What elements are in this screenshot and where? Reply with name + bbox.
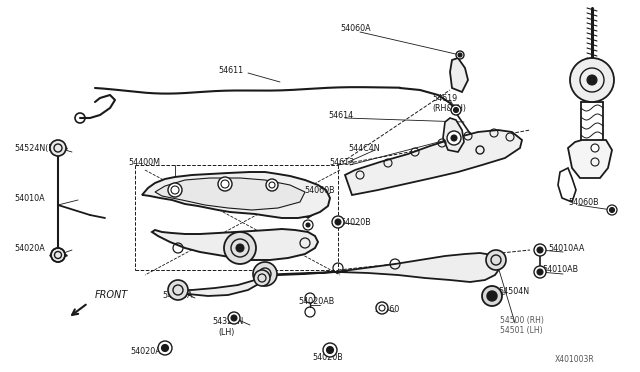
Circle shape (168, 280, 188, 300)
Circle shape (376, 302, 388, 314)
Circle shape (454, 108, 458, 112)
Text: 54560: 54560 (374, 305, 399, 314)
Text: 54020A: 54020A (14, 244, 45, 253)
Circle shape (607, 205, 617, 215)
Text: 54619: 54619 (432, 93, 457, 103)
Circle shape (228, 312, 240, 324)
Polygon shape (152, 229, 318, 260)
Text: 54060B: 54060B (304, 186, 335, 195)
Circle shape (534, 244, 546, 256)
Polygon shape (568, 140, 612, 178)
Polygon shape (142, 172, 330, 218)
Text: 54020A: 54020A (130, 347, 161, 356)
Text: 54010A: 54010A (14, 193, 45, 202)
Circle shape (482, 286, 502, 306)
Circle shape (335, 219, 341, 225)
Circle shape (609, 208, 614, 212)
Text: 54010AA: 54010AA (548, 244, 584, 253)
Text: (LH): (LH) (218, 328, 234, 337)
Circle shape (534, 266, 546, 278)
Polygon shape (155, 178, 305, 210)
Circle shape (266, 179, 278, 191)
Circle shape (303, 220, 313, 230)
Text: 544C4N: 544C4N (348, 144, 380, 153)
Circle shape (253, 262, 277, 286)
Text: 54060A: 54060A (340, 23, 371, 32)
Circle shape (451, 105, 461, 115)
Circle shape (451, 135, 457, 141)
Circle shape (236, 244, 244, 252)
Text: X401003R: X401003R (555, 356, 595, 365)
Text: 54614: 54614 (328, 110, 353, 119)
Text: 54020AB: 54020AB (298, 298, 334, 307)
Circle shape (537, 269, 543, 275)
Text: 54020B: 54020B (312, 353, 343, 362)
Circle shape (486, 250, 506, 270)
Circle shape (587, 75, 597, 85)
Text: 54010A: 54010A (162, 291, 193, 299)
Circle shape (158, 341, 172, 355)
Circle shape (537, 247, 543, 253)
Circle shape (458, 53, 462, 57)
Circle shape (231, 315, 237, 321)
Text: 54501 (LH): 54501 (LH) (500, 327, 543, 336)
Circle shape (332, 216, 344, 228)
Text: 54613: 54613 (329, 157, 354, 167)
Text: 54500 (RH): 54500 (RH) (500, 315, 544, 324)
Text: 54524N(RH): 54524N(RH) (14, 144, 63, 153)
Circle shape (447, 131, 461, 145)
Polygon shape (443, 118, 464, 152)
Circle shape (254, 270, 270, 286)
Circle shape (168, 183, 182, 197)
Text: 54400M: 54400M (128, 157, 160, 167)
Circle shape (306, 223, 310, 227)
Circle shape (161, 344, 168, 352)
Polygon shape (262, 253, 500, 282)
Circle shape (456, 51, 464, 59)
Circle shape (224, 232, 256, 264)
Circle shape (51, 248, 65, 262)
Text: FRONT: FRONT (95, 290, 128, 300)
Polygon shape (450, 58, 468, 92)
Circle shape (570, 58, 614, 102)
Circle shape (323, 343, 337, 357)
Circle shape (591, 144, 599, 152)
Text: 54325N: 54325N (212, 317, 243, 327)
Polygon shape (175, 275, 265, 296)
Circle shape (50, 140, 66, 156)
Polygon shape (345, 130, 522, 195)
Text: 54504N: 54504N (498, 288, 529, 296)
Text: 54010AB: 54010AB (542, 266, 578, 275)
Text: 54060B: 54060B (568, 198, 598, 206)
Circle shape (218, 177, 232, 191)
Circle shape (487, 291, 497, 301)
Circle shape (326, 346, 333, 353)
Text: 54020B: 54020B (340, 218, 371, 227)
Text: (RH&LH): (RH&LH) (432, 103, 466, 112)
Text: 54611: 54611 (218, 65, 243, 74)
